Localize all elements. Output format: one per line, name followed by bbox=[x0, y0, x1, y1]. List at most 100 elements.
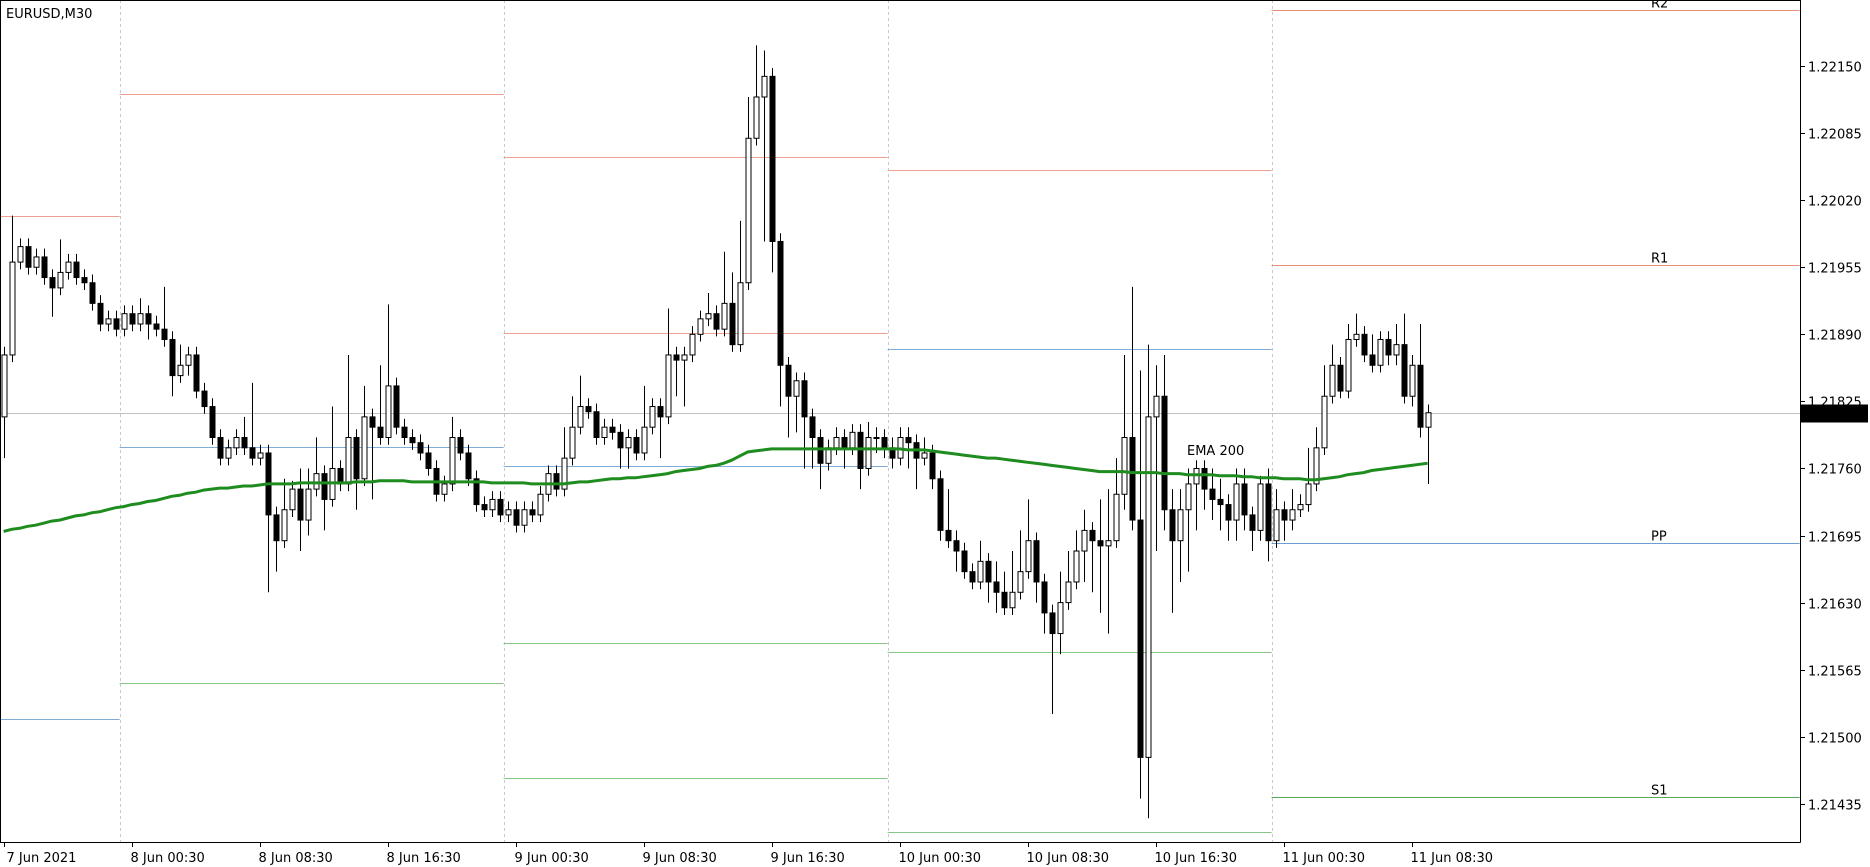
candle-body-down bbox=[1137, 519, 1144, 758]
candle-body-down bbox=[1169, 509, 1176, 542]
candle-body-up bbox=[1409, 364, 1416, 397]
candle-body-down bbox=[401, 426, 408, 439]
y-tick-label: 1.22085 bbox=[1808, 128, 1862, 143]
candle-body-down bbox=[409, 437, 416, 444]
x-tick-label: 9 Jun 16:30 bbox=[771, 851, 845, 866]
candle-body-down bbox=[209, 406, 216, 439]
y-tick-label: 1.22020 bbox=[1808, 195, 1862, 210]
chart-title: EURUSD,M30 bbox=[6, 7, 92, 22]
candle-body-down bbox=[273, 514, 280, 542]
candle-body-down bbox=[1201, 467, 1208, 490]
candle-body-up bbox=[1329, 364, 1336, 397]
candle-body-down bbox=[1041, 581, 1048, 614]
x-tick-label: 7 Jun 2021 bbox=[7, 851, 77, 866]
candle-body-down bbox=[25, 246, 32, 268]
pivot-label: S1 bbox=[1651, 784, 1668, 799]
candle-body-up bbox=[1257, 483, 1264, 531]
candle-body-up bbox=[33, 256, 40, 268]
candle-body-up bbox=[361, 416, 368, 480]
y-tick-label: 1.21630 bbox=[1808, 598, 1862, 613]
candle-body-up bbox=[313, 473, 320, 490]
candle-body-up bbox=[833, 437, 840, 449]
candle-body-up bbox=[489, 498, 496, 511]
candle-body-down bbox=[193, 354, 200, 392]
candle-body-down bbox=[617, 431, 624, 449]
y-tick-label: 1.21500 bbox=[1808, 732, 1862, 747]
candle-body-up bbox=[649, 406, 656, 428]
candle-body-up bbox=[1, 354, 8, 418]
candle-body-down bbox=[1265, 483, 1272, 542]
x-tick-label: 11 Jun 00:30 bbox=[1283, 851, 1366, 866]
ema-label: EMA 200 bbox=[1187, 444, 1244, 459]
candle-body-down bbox=[809, 416, 816, 439]
candle-body-down bbox=[161, 328, 168, 340]
candle-body-down bbox=[985, 560, 992, 583]
candle-body-up bbox=[281, 509, 288, 542]
candle-body-up bbox=[1081, 529, 1088, 552]
y-tick-label: 1.22150 bbox=[1808, 61, 1862, 76]
candle-body-down bbox=[777, 240, 784, 366]
candle-body-down bbox=[321, 473, 328, 500]
candle-body-up bbox=[1297, 504, 1304, 511]
candle-body-up bbox=[121, 313, 128, 330]
candle-body-up bbox=[1273, 509, 1280, 542]
x-tick-label: 11 Jun 08:30 bbox=[1411, 851, 1494, 866]
candle-body-up bbox=[9, 261, 16, 356]
candle-body-up bbox=[289, 488, 296, 511]
candle-body-down bbox=[945, 529, 952, 542]
candle-body-down bbox=[49, 277, 56, 289]
candle-body-up bbox=[665, 354, 672, 418]
candle-body-up bbox=[873, 437, 880, 440]
candle-body-down bbox=[425, 452, 432, 469]
candle-body-down bbox=[729, 302, 736, 346]
candle-body-down bbox=[769, 75, 776, 242]
overlay-layer: EMA 200 bbox=[3, 444, 1428, 533]
x-tick-label: 10 Jun 00:30 bbox=[899, 851, 982, 866]
candle-body-down bbox=[1281, 509, 1288, 521]
candle-body-up bbox=[441, 483, 448, 495]
candle-body-down bbox=[97, 302, 104, 325]
candle-body-down bbox=[1249, 514, 1256, 531]
candle-body-down bbox=[529, 509, 536, 516]
candle-body-up bbox=[1233, 483, 1240, 521]
candle-body-down bbox=[1361, 333, 1368, 356]
candle-body-down bbox=[1129, 437, 1136, 521]
candle-body-down bbox=[1049, 612, 1056, 635]
candle-body-down bbox=[673, 354, 680, 361]
x-tick-label: 8 Jun 00:30 bbox=[131, 851, 205, 866]
candle-body-down bbox=[593, 411, 600, 439]
x-tick-label: 9 Jun 00:30 bbox=[515, 851, 589, 866]
candle-body-down bbox=[841, 437, 848, 449]
candle-body-down bbox=[145, 313, 152, 325]
candle-body-up bbox=[1289, 509, 1296, 521]
candle-body-down bbox=[969, 571, 976, 583]
candle-body-down bbox=[1033, 540, 1040, 583]
candle-body-up bbox=[921, 452, 928, 459]
candle-body-up bbox=[521, 509, 528, 526]
x-tick-label: 8 Jun 16:30 bbox=[387, 851, 461, 866]
candle-body-down bbox=[297, 488, 304, 521]
candle-body-down bbox=[377, 426, 384, 439]
candle-body-down bbox=[953, 540, 960, 552]
candle-body-up bbox=[705, 313, 712, 320]
candle-body-up bbox=[1193, 467, 1200, 485]
candle-body-up bbox=[745, 137, 752, 284]
candle-body-up bbox=[1353, 333, 1360, 340]
candle-body-down bbox=[929, 452, 936, 480]
candle-body-down bbox=[249, 447, 256, 459]
candle-body-down bbox=[41, 256, 48, 279]
y-tick-label: 1.21565 bbox=[1808, 665, 1862, 680]
candle-body-up bbox=[1177, 509, 1184, 542]
candle-body-up bbox=[1313, 447, 1320, 485]
candle-body-up bbox=[105, 318, 112, 325]
candle-body-up bbox=[1073, 550, 1080, 583]
ema-line bbox=[3, 447, 1428, 533]
candle-body-down bbox=[465, 452, 472, 480]
candle-body-down bbox=[201, 390, 208, 408]
candle-body-up bbox=[753, 96, 760, 139]
candle-body-up bbox=[1105, 540, 1112, 547]
y-tick-label: 1.21760 bbox=[1808, 463, 1862, 478]
